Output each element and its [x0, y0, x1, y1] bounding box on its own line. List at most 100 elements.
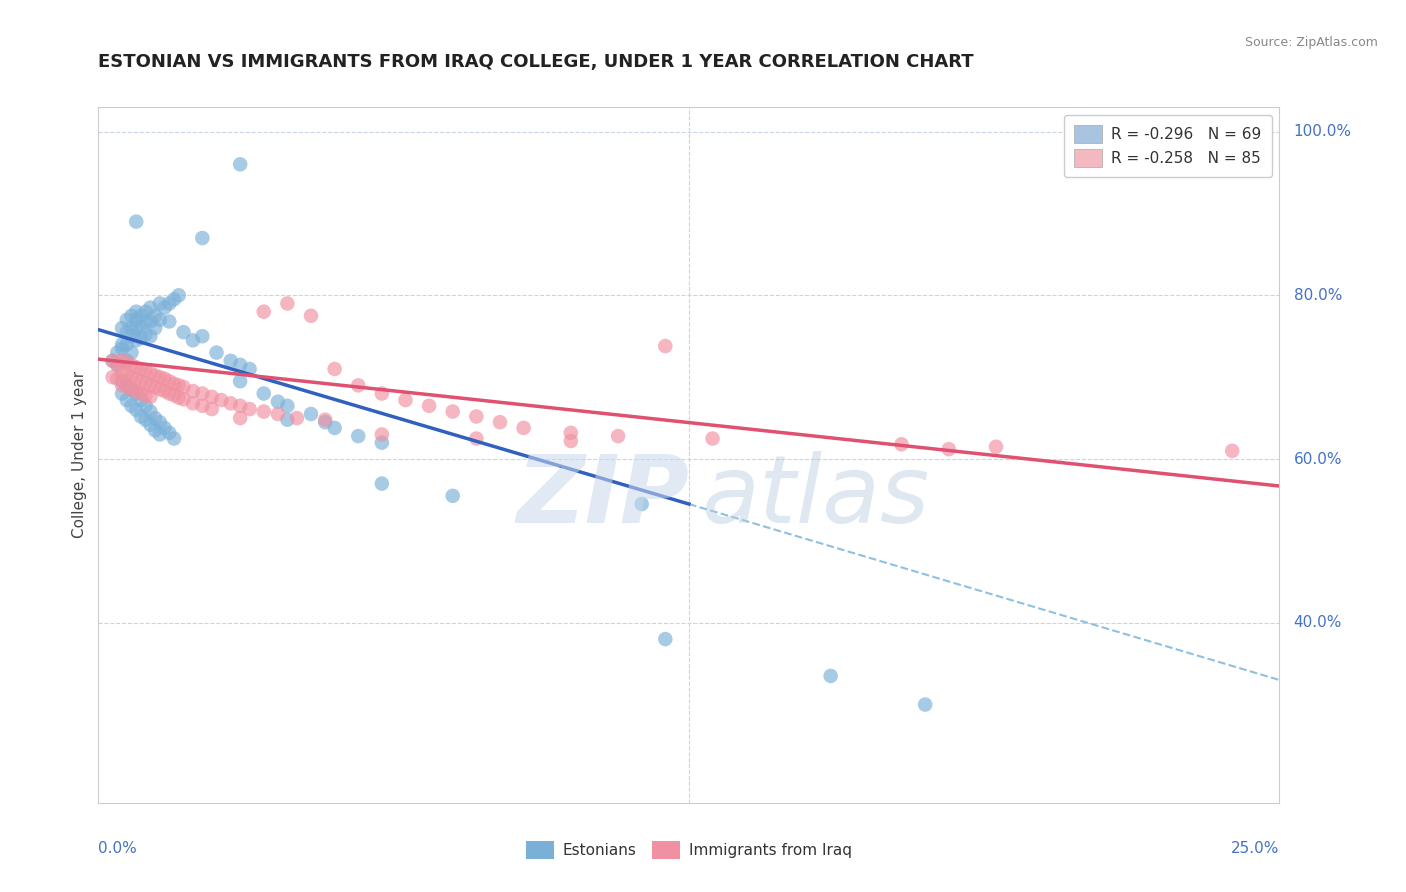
Text: 25.0%: 25.0% [1232, 841, 1279, 856]
Point [149, 313, 172, 327]
Point [121, 321, 143, 335]
Point [149, 296, 172, 310]
Point [181, 396, 204, 410]
Point [139, 314, 162, 328]
Point [607, 429, 630, 443]
Point [157, 296, 180, 310]
Point [276, 413, 298, 427]
Point [115, 337, 138, 351]
Point [157, 374, 180, 388]
Point [111, 366, 134, 380]
Point [229, 157, 252, 171]
Point [441, 489, 464, 503]
Point [111, 321, 134, 335]
Point [111, 386, 134, 401]
Point [371, 427, 394, 442]
Point [129, 331, 152, 345]
Point [371, 435, 394, 450]
Point [323, 362, 346, 376]
Point [163, 293, 186, 307]
Point [149, 383, 172, 397]
Point [219, 353, 242, 368]
Point [125, 360, 148, 375]
Point [938, 442, 960, 457]
Point [121, 345, 143, 359]
Point [163, 376, 186, 391]
Text: 0.0%: 0.0% [98, 841, 138, 856]
Point [153, 421, 176, 435]
Point [135, 376, 157, 390]
Point [139, 378, 162, 392]
Point [101, 370, 124, 384]
Point [143, 380, 166, 394]
Point [984, 440, 1007, 454]
Text: 80.0%: 80.0% [1294, 288, 1341, 302]
Point [209, 393, 232, 408]
Point [229, 374, 252, 388]
Point [135, 399, 157, 413]
Point [139, 366, 162, 380]
Point [347, 378, 370, 392]
Point [314, 413, 336, 427]
Point [121, 399, 143, 413]
Point [129, 362, 152, 376]
Point [163, 432, 186, 446]
Point [167, 391, 190, 405]
Point [105, 345, 128, 359]
Point [139, 404, 162, 418]
Point [115, 393, 138, 408]
Point [115, 368, 138, 382]
Point [125, 403, 148, 417]
Point [111, 353, 134, 368]
Point [418, 399, 440, 413]
Text: ESTONIAN VS IMMIGRANTS FROM IRAQ COLLEGE, UNDER 1 YEAR CORRELATION CHART: ESTONIAN VS IMMIGRANTS FROM IRAQ COLLEGE… [98, 54, 974, 71]
Text: ZIP: ZIP [516, 450, 689, 542]
Point [371, 386, 394, 401]
Point [654, 339, 676, 353]
Point [143, 411, 166, 425]
Point [276, 296, 298, 310]
Point [191, 231, 214, 245]
Point [115, 355, 138, 369]
Point [465, 432, 488, 446]
Point [101, 353, 124, 368]
Point [111, 374, 134, 388]
Point [201, 390, 224, 404]
Point [560, 425, 582, 440]
Point [201, 402, 224, 417]
Point [820, 669, 842, 683]
Text: 40.0%: 40.0% [1294, 615, 1341, 631]
Point [139, 417, 162, 432]
Point [219, 396, 242, 410]
Point [125, 386, 148, 401]
Text: 60.0%: 60.0% [1294, 451, 1343, 467]
Point [105, 358, 128, 372]
Point [441, 404, 464, 418]
Point [121, 329, 143, 343]
Point [299, 309, 322, 323]
Point [890, 437, 912, 451]
Point [167, 288, 190, 302]
Point [253, 404, 276, 418]
Point [143, 321, 166, 335]
Point [125, 384, 148, 398]
Point [153, 372, 176, 386]
Point [139, 301, 162, 315]
Point [135, 304, 157, 318]
Point [121, 358, 143, 372]
Point [314, 415, 336, 429]
Point [135, 413, 157, 427]
Point [914, 698, 936, 712]
Point [105, 372, 128, 386]
Point [285, 411, 308, 425]
Point [191, 329, 214, 343]
Y-axis label: College, Under 1 year: College, Under 1 year [72, 371, 87, 539]
Point [129, 386, 152, 401]
Point [157, 386, 180, 401]
Point [172, 325, 194, 339]
Point [101, 353, 124, 368]
Point [115, 325, 138, 339]
Point [129, 319, 152, 334]
Point [181, 334, 204, 348]
Point [276, 399, 298, 413]
